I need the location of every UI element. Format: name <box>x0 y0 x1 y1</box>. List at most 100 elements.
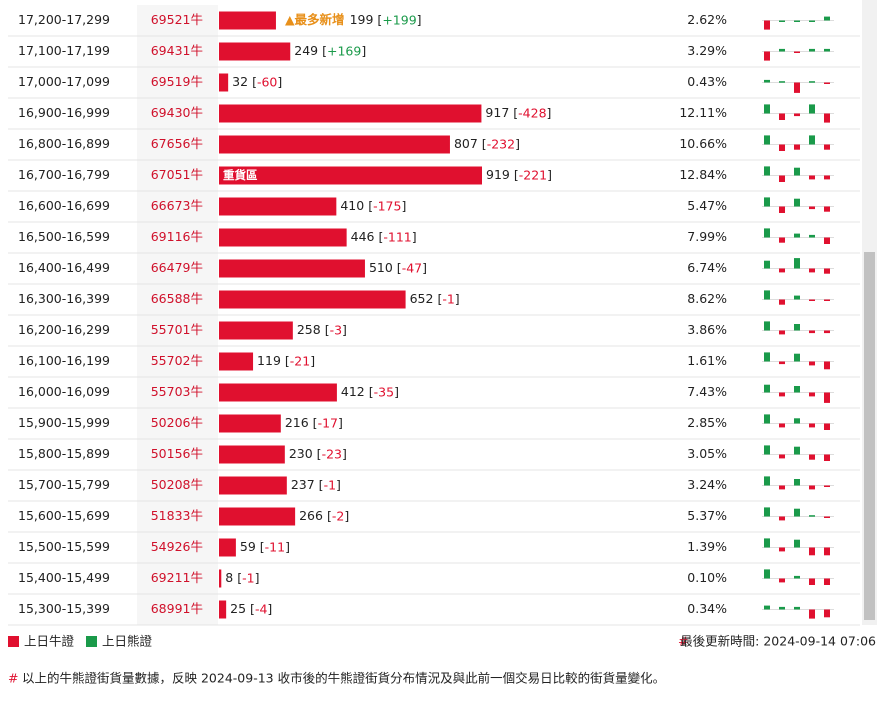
change: [-4] <box>250 601 272 616</box>
code: 50156牛 <box>151 446 203 461</box>
spark-bar <box>779 361 785 365</box>
update-time: 最後更新時間: 2024-09-14 07:06 <box>680 634 876 649</box>
code: 69519牛 <box>151 74 203 89</box>
change-value: -35 <box>374 384 394 399</box>
change-value: -175 <box>373 198 401 213</box>
spark-bar <box>809 423 815 428</box>
spark-bar <box>824 82 830 84</box>
spark-bar <box>824 268 830 274</box>
code: 55701牛 <box>151 322 203 337</box>
spark-bar <box>794 82 800 93</box>
hash: # <box>8 671 18 686</box>
range: 15,400-15,499 <box>18 570 110 585</box>
code: 54926牛 <box>151 539 203 554</box>
change: [-35] <box>369 384 399 399</box>
qty-bar <box>219 11 276 30</box>
range: 16,400-16,499 <box>18 260 110 275</box>
qty-bar <box>219 166 482 185</box>
percent: 5.37% <box>687 508 727 523</box>
spark-bar <box>809 515 815 517</box>
change: [+199] <box>377 12 421 27</box>
change: [-23] <box>317 446 347 461</box>
qty: 25 <box>230 601 246 616</box>
spark-bar <box>779 578 785 583</box>
range: 15,700-15,799 <box>18 477 110 492</box>
change: [+169] <box>322 43 366 58</box>
qty-bar <box>219 321 293 340</box>
percent: 12.11% <box>679 105 727 120</box>
spark-bar <box>779 175 785 182</box>
spark-bar <box>809 454 815 460</box>
qty: 652 <box>410 291 434 306</box>
spark-bar <box>809 135 815 145</box>
range: 16,000-16,099 <box>18 384 110 399</box>
tag: ▲最多新增 <box>285 12 345 27</box>
range: 15,800-15,899 <box>18 446 110 461</box>
qty-bar <box>219 42 291 61</box>
qty-bar <box>219 197 337 216</box>
tag: 重貨區 <box>223 168 258 182</box>
spark-bar <box>809 104 815 114</box>
change-value: -11 <box>265 539 285 554</box>
spark-bar <box>779 330 785 335</box>
spark-bar <box>824 330 830 334</box>
qty-bar <box>219 445 285 464</box>
change-value: -1 <box>324 477 336 492</box>
change: [-175] <box>368 198 406 213</box>
footnote: 以上的牛熊證街貨量數據，反映 2024-09-13 收市後的牛熊證街貨分布情況及… <box>22 671 665 686</box>
change-value: +169 <box>327 43 361 58</box>
spark-bar <box>794 353 800 362</box>
change: [-1] <box>237 570 259 585</box>
qty-bar <box>219 290 406 309</box>
change-value: -2 <box>332 508 344 523</box>
range: 17,200-17,299 <box>18 12 110 27</box>
percent: 2.85% <box>687 415 727 430</box>
code: 69116牛 <box>151 229 203 244</box>
change: [-21] <box>285 353 315 368</box>
range: 16,700-16,799 <box>18 167 110 182</box>
range: 15,300-15,399 <box>18 601 110 616</box>
spark-bar <box>809 578 815 585</box>
change: [-3] <box>325 322 347 337</box>
change-value: -17 <box>318 415 338 430</box>
percent: 0.34% <box>687 601 727 616</box>
spark-bar <box>824 16 830 21</box>
spark-bar <box>764 414 770 424</box>
change: [-11] <box>260 539 290 554</box>
spark-bar <box>809 299 815 301</box>
code: 69521牛 <box>151 12 203 27</box>
scrollbar-thumb[interactable] <box>864 252 875 620</box>
spark-bar <box>764 228 770 238</box>
qty: 59 <box>240 539 256 554</box>
spark-bar <box>824 361 830 370</box>
spark-bar <box>764 352 770 362</box>
spark-bar <box>779 485 785 490</box>
qty-bar <box>219 73 229 92</box>
percent: 0.10% <box>687 570 727 585</box>
code: 69431牛 <box>151 43 203 58</box>
percent: 3.24% <box>687 477 727 492</box>
code: 66479牛 <box>151 260 203 275</box>
range: 17,000-17,099 <box>18 74 110 89</box>
spark-bar <box>794 508 800 517</box>
spark-bar <box>794 198 800 207</box>
spark-bar <box>779 48 785 52</box>
legend-swatch <box>86 636 97 647</box>
spark-bar <box>794 606 800 610</box>
spark-bar <box>809 48 815 52</box>
change: [-1] <box>437 291 459 306</box>
spark-bar <box>779 454 785 459</box>
percent: 1.39% <box>687 539 727 554</box>
spark-bar <box>824 299 830 301</box>
change: [-232] <box>482 136 520 151</box>
change: [-1] <box>319 477 341 492</box>
qty: 119 <box>257 353 281 368</box>
spark-bar <box>794 324 800 331</box>
spark-bar <box>824 392 830 403</box>
spark-bar <box>824 547 830 556</box>
spark-bar <box>794 295 800 300</box>
spark-bar <box>794 144 800 150</box>
spark-bar <box>779 20 785 22</box>
qty: 258 <box>297 322 321 337</box>
